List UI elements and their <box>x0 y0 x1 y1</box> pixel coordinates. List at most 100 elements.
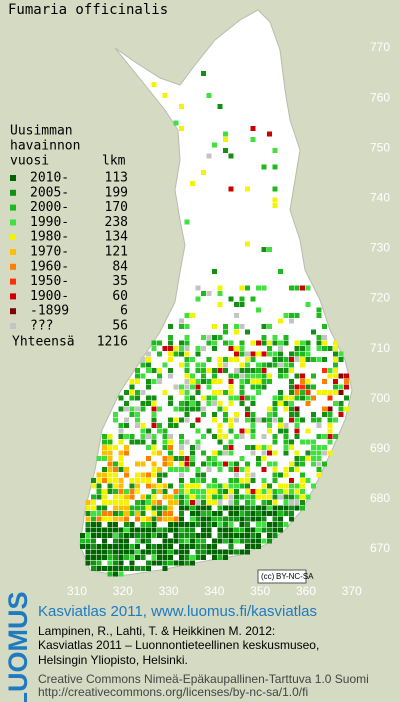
occurrence-square <box>102 472 107 478</box>
occurrence-square <box>157 516 162 522</box>
occurrence-square <box>256 417 261 423</box>
occurrence-square <box>135 478 140 483</box>
occurrence-square <box>201 478 206 483</box>
occurrence-square <box>228 379 234 384</box>
occurrence-square <box>278 368 283 373</box>
license-url[interactable]: http://creativecommons.org/licenses/by-n… <box>38 685 308 699</box>
occurrence-square <box>146 478 151 483</box>
occurrence-square <box>102 533 107 538</box>
occurrence-square <box>261 434 267 439</box>
occurrence-square <box>217 511 223 516</box>
occurrence-square <box>245 412 250 417</box>
occurrence-square <box>223 445 228 450</box>
occurrence-square <box>344 373 349 379</box>
occurrence-square <box>294 489 300 494</box>
northing-label: 700 <box>370 391 390 405</box>
occurrence-square <box>278 489 283 494</box>
occurrence-square <box>289 313 294 318</box>
occurrence-square <box>129 522 135 527</box>
occurrence-square <box>140 522 146 527</box>
occurrence-square <box>151 560 157 566</box>
occurrence-square <box>135 368 140 373</box>
occurrence-square <box>250 428 256 434</box>
occurrence-square <box>151 450 157 456</box>
occurrence-square <box>316 467 322 472</box>
occurrence-square <box>250 544 256 549</box>
occurrence-square <box>107 472 113 478</box>
occurrence-square <box>206 533 212 538</box>
occurrence-square <box>201 505 206 511</box>
occurrence-square <box>151 522 157 527</box>
occurrence-square <box>184 313 190 318</box>
occurrence-square <box>294 313 300 318</box>
occurrence-square <box>283 401 289 406</box>
occurrence-square <box>245 362 250 368</box>
occurrence-square <box>129 505 135 511</box>
occurrence-square <box>272 357 278 362</box>
atlas-link[interactable]: Kasviatlas 2011, www.luomus.fi/kasviatla… <box>38 603 317 620</box>
occurrence-square <box>118 544 124 549</box>
legend-label: 1990- <box>30 215 69 230</box>
occurrence-square <box>113 412 118 417</box>
occurrence-square <box>140 555 146 560</box>
occurrence-square <box>96 527 102 533</box>
occurrence-square <box>168 483 173 489</box>
occurrence-square <box>294 417 300 423</box>
occurrence-square <box>157 472 162 478</box>
occurrence-square <box>272 412 278 417</box>
occurrence-square <box>212 335 217 340</box>
occurrence-square <box>278 346 283 351</box>
occurrence-square <box>140 428 146 434</box>
occurrence-square <box>107 450 113 456</box>
occurrence-square <box>85 544 91 549</box>
occurrence-square <box>151 82 157 87</box>
occurrence-square <box>113 472 118 478</box>
occurrence-square <box>179 555 184 560</box>
occurrence-square <box>168 351 173 357</box>
occurrence-square <box>228 428 234 434</box>
occurrence-square <box>261 362 267 368</box>
occurrence-square <box>206 335 212 340</box>
occurrence-square <box>146 362 151 368</box>
occurrence-square <box>267 505 272 511</box>
occurrence-square <box>212 373 217 379</box>
occurrence-square <box>168 357 173 362</box>
occurrence-square <box>91 494 96 500</box>
occurrence-square <box>140 505 146 511</box>
occurrence-square <box>206 93 212 98</box>
occurrence-square <box>217 379 223 384</box>
occurrence-square <box>151 533 157 538</box>
legend-swatch <box>10 219 16 226</box>
occurrence-square <box>135 390 140 395</box>
occurrence-square <box>239 401 245 406</box>
occurrence-square <box>228 390 234 395</box>
occurrence-square <box>245 395 250 401</box>
occurrence-square <box>184 390 190 395</box>
occurrence-square <box>162 434 168 439</box>
occurrence-square <box>311 456 316 461</box>
occurrence-square <box>217 104 223 109</box>
occurrence-square <box>195 384 201 390</box>
occurrence-square <box>234 511 239 516</box>
occurrence-square <box>102 450 107 456</box>
occurrence-square <box>289 445 294 450</box>
occurrence-square <box>184 467 190 472</box>
occurrence-square <box>124 472 129 478</box>
occurrence-square <box>294 494 300 500</box>
occurrence-square <box>129 533 135 538</box>
occurrence-square <box>234 329 239 335</box>
occurrence-square <box>234 324 239 329</box>
occurrence-square <box>179 434 184 439</box>
occurrence-square <box>212 511 217 516</box>
occurrence-square <box>140 472 146 478</box>
occurrence-square <box>223 549 228 555</box>
occurrence-square <box>278 505 283 511</box>
occurrence-square <box>327 368 333 373</box>
occurrence-square <box>300 439 305 445</box>
occurrence-square <box>278 318 283 324</box>
occurrence-square <box>140 511 146 516</box>
easting-label: 330 <box>159 584 179 598</box>
occurrence-square <box>124 467 129 472</box>
occurrence-square <box>173 467 179 472</box>
occurrence-square <box>184 219 190 225</box>
